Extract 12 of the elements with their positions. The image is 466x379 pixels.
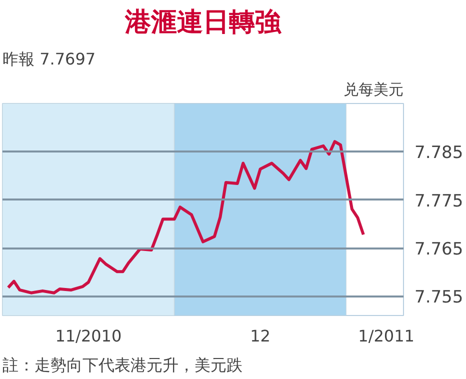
chart-subtitle: 昨報 7.7697 (2, 50, 96, 68)
chart-title: 港滙連日轉強 (124, 8, 282, 38)
y-tick-label: 7.785 (414, 143, 464, 164)
y-tick-label: 7.775 (414, 191, 464, 212)
y-axis-title: 兑每美元 (344, 80, 404, 98)
text: 註：走勢向下代表港元升，美元跌 (2, 356, 242, 374)
x-tick-label: 11/2010 (55, 326, 122, 346)
x-tick-label: 12 (250, 326, 270, 346)
y-tick-label: 7.755 (414, 288, 464, 308)
line-series (6, 140, 365, 294)
x-tick-label: 1/2011 (358, 326, 414, 346)
y-tick-label: 7.765 (414, 240, 464, 260)
